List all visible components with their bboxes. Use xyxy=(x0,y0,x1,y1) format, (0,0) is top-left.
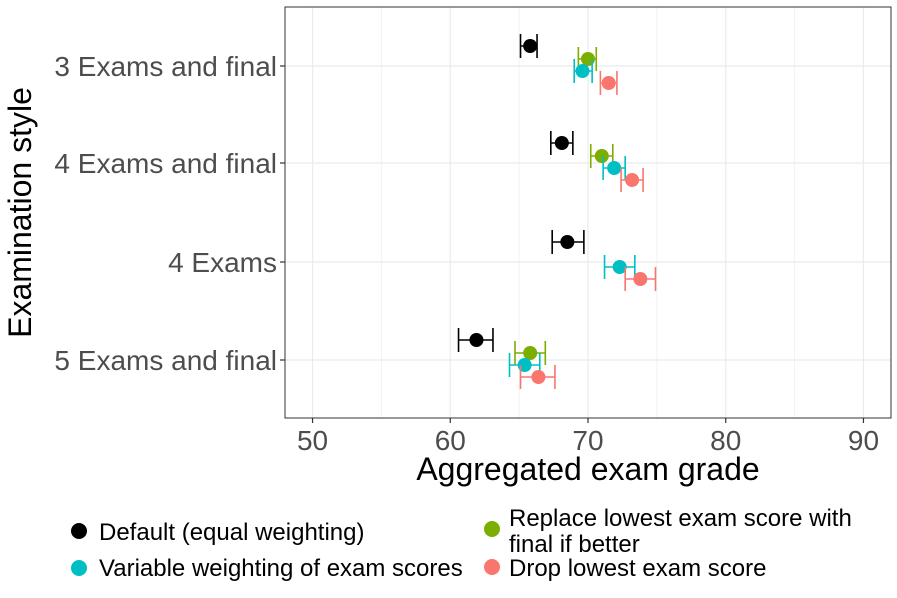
legend-key xyxy=(484,521,500,537)
y-tick-label: 5 Exams and final xyxy=(54,345,277,376)
x-tick-label: 80 xyxy=(710,425,741,456)
data-point xyxy=(575,64,590,78)
marks xyxy=(457,34,657,389)
legend-label-line: Default (equal weighting) xyxy=(99,519,365,546)
data-point-group xyxy=(620,168,644,192)
x-axis-title: Aggregated exam grade xyxy=(416,451,759,487)
legend-key xyxy=(71,523,87,539)
legend-label-line: Replace lowest exam score with xyxy=(509,505,852,532)
legend-item: Default (equal weighting) xyxy=(71,519,365,546)
data-point xyxy=(607,161,622,175)
ticks: 50 60 70 80 90 3 Exams and final 4 Exams and f… xyxy=(54,51,879,456)
legend-label: Default (equal weighting) xyxy=(99,519,365,546)
legend-label: Drop lowest exam score xyxy=(509,555,766,582)
y-tick-label: 4 Exams xyxy=(168,247,277,278)
x-tick-label: 90 xyxy=(848,425,879,456)
legend-item: Replace lowest exam score with final if b… xyxy=(484,505,852,558)
data-point-group xyxy=(457,328,494,352)
legend-key xyxy=(484,559,500,575)
data-point-group xyxy=(624,267,657,291)
data-point-group xyxy=(550,131,574,155)
legend-key xyxy=(71,560,87,576)
grid xyxy=(285,7,891,418)
data-point-group xyxy=(519,365,556,389)
x-tick-label: 50 xyxy=(297,425,328,456)
x-tick-label: 60 xyxy=(435,425,466,456)
data-point xyxy=(531,370,546,384)
data-point xyxy=(469,333,484,347)
data-point-group xyxy=(573,59,593,83)
legend-label-line: Drop lowest exam score xyxy=(509,555,766,582)
data-point-group xyxy=(514,341,547,365)
legend-label-line: final if better xyxy=(509,531,640,558)
data-point xyxy=(612,260,627,274)
y-axis-title: Examination style xyxy=(2,87,38,338)
y-tick-label: 3 Exams and final xyxy=(54,51,277,82)
data-point-group xyxy=(603,255,636,279)
data-point-group xyxy=(519,34,538,58)
data-point-group xyxy=(599,71,618,95)
data-point xyxy=(560,235,575,249)
data-point xyxy=(601,76,616,90)
y-tick-label: 4 Exams and final xyxy=(54,148,277,179)
x-tick-label: 70 xyxy=(572,425,603,456)
legend-item: Variable weighting of exam scores xyxy=(71,555,463,582)
legend-label: Variable weighting of exam scores xyxy=(99,555,463,582)
legend-label: Replace lowest exam score with final if b… xyxy=(509,505,852,558)
legend: Default (equal weighting) Replace lowest … xyxy=(71,505,852,582)
legend-item: Drop lowest exam score xyxy=(484,555,766,582)
data-point xyxy=(554,136,569,150)
data-point xyxy=(523,346,538,360)
data-point xyxy=(633,272,648,286)
data-point-group xyxy=(551,230,585,254)
legend-label-line: Variable weighting of exam scores xyxy=(99,555,463,582)
data-point xyxy=(625,173,640,187)
data-point xyxy=(523,39,538,53)
data-point xyxy=(594,149,609,163)
